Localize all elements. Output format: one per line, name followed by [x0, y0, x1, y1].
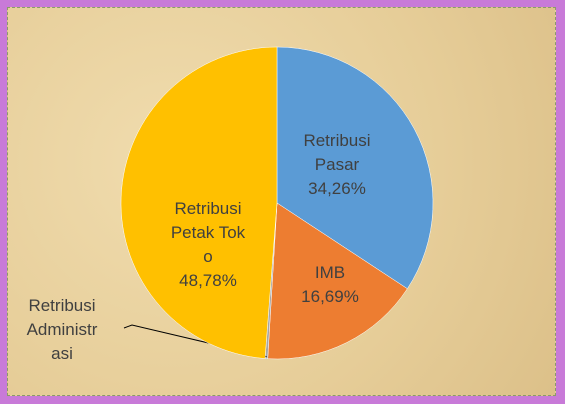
pie-slice [120, 46, 278, 359]
slice-label: Retribusi Administrasi [24, 294, 100, 366]
value-label: 48,78% [179, 271, 237, 290]
category-label: IMB [314, 263, 346, 282]
category-label: Retribusi Pasar [303, 131, 371, 174]
slice-label: Retribusi Petak Toko 48,78% [170, 197, 246, 293]
pie-slice [276, 46, 434, 290]
value-label: 34,26% [308, 179, 366, 198]
slice-label: IMB 16,69% [292, 261, 368, 309]
slice-label: Retribusi Pasar 34,26% [299, 129, 375, 201]
value-label: 16,69% [301, 287, 359, 306]
category-label: Retribusi Petak Toko [170, 199, 246, 266]
pie-slice [267, 202, 408, 360]
category-label: Retribusi Administrasi [26, 296, 98, 363]
